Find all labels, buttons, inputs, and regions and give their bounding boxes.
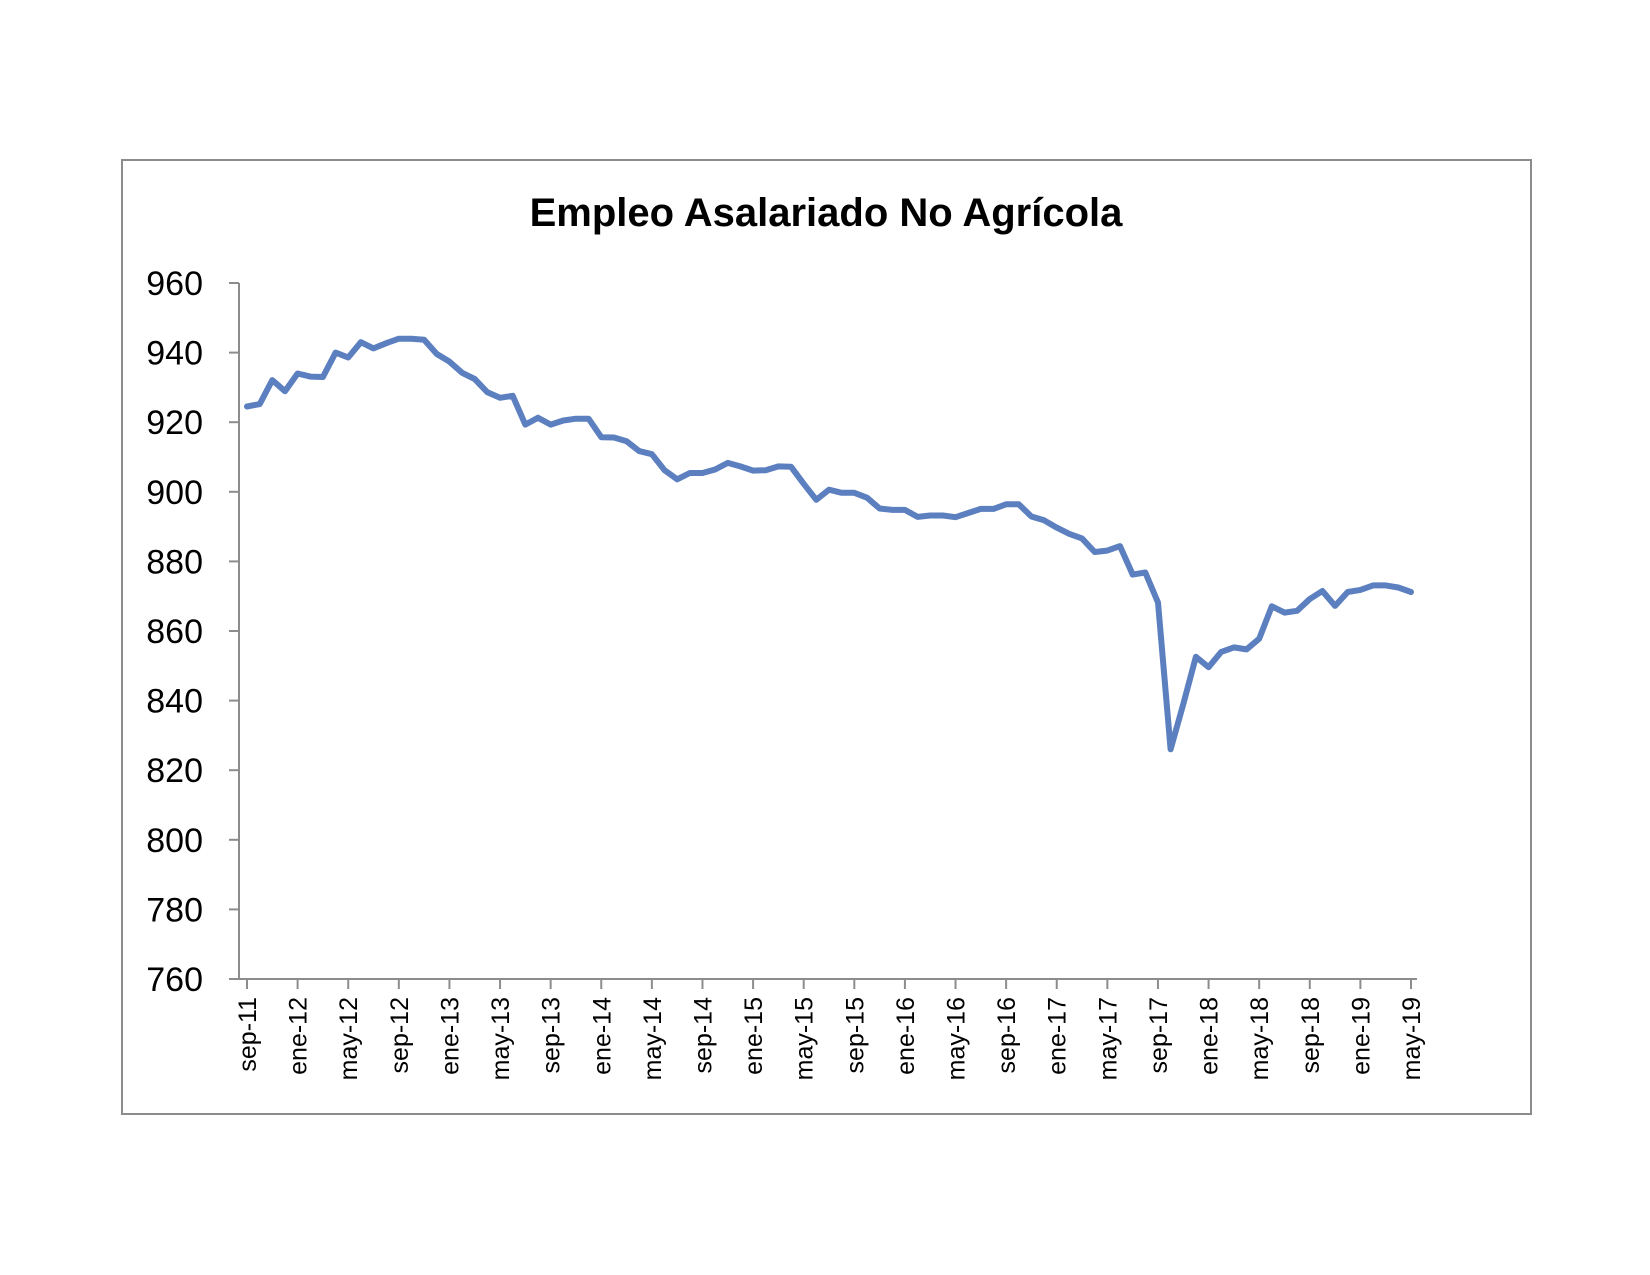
y-tick-label: 880 <box>146 543 203 581</box>
x-tick-label: sep-15 <box>841 997 869 1073</box>
y-tick-label: 760 <box>146 961 203 999</box>
x-tick-label: sep-17 <box>1145 997 1173 1073</box>
x-tick-label: may-15 <box>791 997 819 1080</box>
y-tick-label: 780 <box>146 891 203 929</box>
x-tick-label: ene-17 <box>1044 997 1072 1075</box>
x-tick-label: sep-18 <box>1297 997 1325 1073</box>
y-tick-label: 800 <box>146 822 203 860</box>
chart-title: Empleo Asalariado No Agrícola <box>530 191 1123 235</box>
x-tick-label: may-13 <box>487 997 515 1080</box>
x-tick-label: may-12 <box>335 997 363 1080</box>
x-tick-label: ene-12 <box>285 997 313 1075</box>
y-tick-label: 820 <box>146 752 203 790</box>
x-tick-label: sep-12 <box>386 997 414 1073</box>
x-tick-label: sep-14 <box>689 997 717 1074</box>
y-axis: 760 780 800 820 840 860 880 900 920 940 960 <box>146 265 239 999</box>
x-tick-label: ene-13 <box>436 997 464 1075</box>
y-tick-label: 860 <box>146 613 203 651</box>
y-tick-label: 900 <box>146 474 203 512</box>
x-tick-label: may-17 <box>1094 997 1122 1080</box>
y-tick-label: 920 <box>146 404 203 442</box>
x-tick-label: ene-15 <box>740 997 768 1075</box>
x-tick-label: sep-11 <box>234 997 262 1072</box>
axes <box>238 283 1417 980</box>
x-tick-label: ene-18 <box>1196 997 1224 1075</box>
x-tick-label: ene-16 <box>892 997 920 1075</box>
x-axis: sep-11 ene-12 may-12 sep-12 ene-13 may-13 sep-… <box>234 979 1426 1080</box>
line-chart: Empleo Asalariado No Agrícola 760 780 800 8… <box>146 191 1426 1080</box>
y-tick-label: 940 <box>146 335 203 373</box>
x-tick-label: sep-13 <box>538 997 566 1073</box>
x-tick-label: may-19 <box>1398 997 1426 1080</box>
y-tick-label: 960 <box>146 265 203 303</box>
series-line <box>244 335 1414 753</box>
x-tick-label: ene-19 <box>1347 997 1375 1075</box>
y-tick-label: 840 <box>146 683 203 721</box>
x-tick-label: sep-16 <box>993 997 1021 1073</box>
x-tick-label: may-14 <box>639 997 667 1080</box>
chart-frame: Empleo Asalariado No Agrícola 760 780 800 8… <box>121 159 1532 1115</box>
x-tick-label: may-16 <box>943 997 971 1080</box>
x-tick-label: ene-14 <box>588 997 616 1075</box>
x-tick-label: may-18 <box>1246 997 1274 1080</box>
